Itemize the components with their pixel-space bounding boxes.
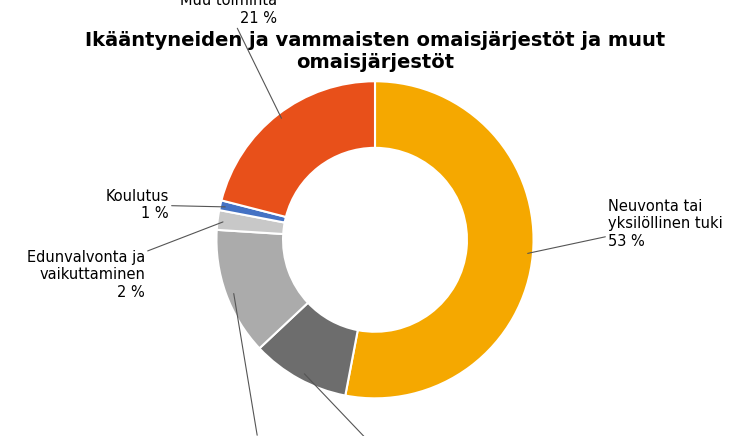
Text: Ryhmätoiminta
10 %: Ryhmätoiminta 10 % <box>304 374 460 436</box>
Text: Ikääntyneiden ja vammaisten omaisjärjestöt ja muut
omaisjärjestöt: Ikääntyneiden ja vammaisten omaisjärjest… <box>85 31 665 72</box>
Text: Koulutus
1 %: Koulutus 1 % <box>106 189 225 221</box>
Wedge shape <box>219 201 286 222</box>
Text: Neuvonta tai
yksilöllinen tuki
53 %: Neuvonta tai yksilöllinen tuki 53 % <box>528 199 723 253</box>
Wedge shape <box>217 230 308 348</box>
Text: Viestintä
13 %: Viestintä 13 % <box>228 293 292 436</box>
Text: Edunvalvonta ja
vaikuttaminen
2 %: Edunvalvonta ja vaikuttaminen 2 % <box>27 222 223 300</box>
Text: Muu toiminta
21 %: Muu toiminta 21 % <box>179 0 281 118</box>
Wedge shape <box>260 303 358 395</box>
Wedge shape <box>345 81 533 399</box>
Wedge shape <box>217 210 285 234</box>
Wedge shape <box>221 81 375 217</box>
